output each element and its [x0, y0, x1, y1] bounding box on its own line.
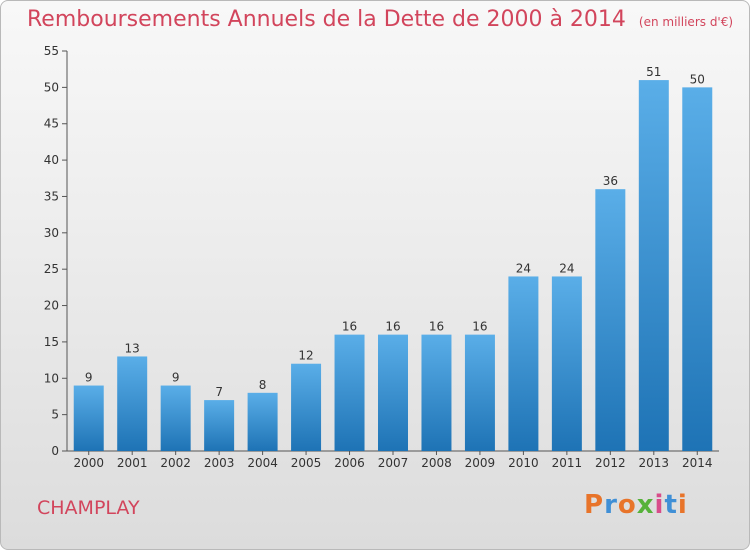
x-tick-label: 2012: [595, 456, 626, 470]
logo-letter: r: [604, 490, 618, 520]
y-tick-label: 25: [44, 262, 59, 276]
y-tick-label: 0: [51, 444, 59, 458]
x-tick-label: 2010: [508, 456, 539, 470]
x-tick-label: 2009: [465, 456, 496, 470]
logo-letter: x: [636, 490, 655, 520]
logo-letter: o: [617, 490, 637, 520]
bar-value-label: 8: [259, 378, 267, 392]
x-tick-label: 2002: [160, 456, 191, 470]
bar-value-label: 7: [215, 385, 223, 399]
bar: [334, 334, 365, 451]
bar-value-label: 51: [646, 65, 661, 79]
y-tick-label: 30: [44, 226, 59, 240]
commune-name: CHAMPLAY: [37, 497, 140, 519]
bar: [464, 334, 495, 451]
y-tick-label: 10: [44, 371, 59, 385]
bar: [291, 363, 322, 451]
title-unit: (en milliers d'€): [638, 15, 734, 29]
x-tick-label: 2011: [552, 456, 583, 470]
bar-value-label: 9: [172, 371, 180, 385]
x-tick-label: 2008: [421, 456, 452, 470]
bar-value-label: 9: [85, 371, 93, 385]
bar: [595, 189, 626, 451]
x-tick-label: 2004: [247, 456, 278, 470]
y-tick-label: 5: [51, 408, 59, 422]
y-tick-label: 40: [44, 153, 59, 167]
x-tick-label: 2013: [639, 456, 670, 470]
logo-letter: i: [654, 490, 665, 520]
logo-letter: t: [664, 490, 678, 520]
bar-value-label: 16: [429, 320, 444, 334]
bar-value-label: 24: [516, 261, 531, 275]
y-tick-label: 35: [44, 189, 59, 203]
bar: [508, 276, 539, 451]
bar-value-label: 36: [603, 174, 618, 188]
chart-title: Remboursements Annuels de la Dette de 20…: [27, 7, 733, 32]
proxiti-logo: Proxiti: [584, 490, 688, 520]
bar: [204, 400, 235, 451]
bar: [551, 276, 582, 451]
bar: [73, 385, 104, 451]
bar: [421, 334, 452, 451]
x-tick-label: 2006: [334, 456, 365, 470]
bar-value-label: 13: [125, 341, 140, 355]
bar-value-label: 12: [298, 349, 313, 363]
y-tick-label: 50: [44, 80, 59, 94]
bar-value-label: 24: [559, 261, 574, 275]
y-tick-label: 20: [44, 299, 59, 313]
title-text: Remboursements Annuels de la Dette de 20…: [27, 7, 626, 32]
bar-value-label: 16: [342, 320, 357, 334]
y-tick-label: 55: [44, 44, 59, 58]
y-tick-label: 15: [44, 335, 59, 349]
bar: [378, 334, 408, 451]
bar-value-label: 50: [690, 72, 705, 86]
x-tick-label: 2001: [117, 456, 148, 470]
bar-value-label: 16: [472, 320, 487, 334]
x-tick-label: 2014: [682, 456, 713, 470]
x-tick-label: 2003: [204, 456, 235, 470]
logo-letter: P: [584, 490, 605, 520]
x-tick-label: 2005: [291, 456, 322, 470]
bar: [682, 87, 713, 451]
bar: [247, 392, 278, 451]
logo-letter: i: [677, 490, 688, 520]
bar: [117, 356, 148, 451]
y-tick-label: 45: [44, 117, 59, 131]
x-tick-label: 2000: [73, 456, 104, 470]
bar: [160, 385, 191, 451]
bar: [638, 80, 669, 451]
bar-value-label: 16: [385, 320, 400, 334]
x-tick-label: 2007: [378, 456, 409, 470]
